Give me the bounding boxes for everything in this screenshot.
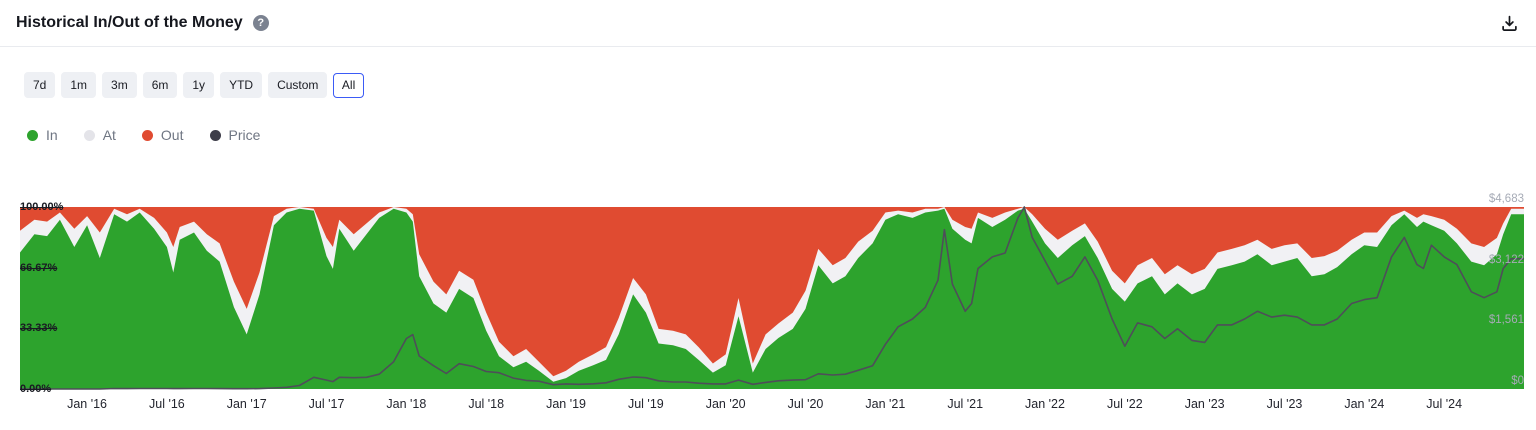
- x-axis-label: Jan '20: [705, 397, 746, 411]
- x-axis-label: Jul '23: [1266, 397, 1303, 411]
- help-icon[interactable]: ?: [252, 15, 269, 31]
- legend-dot-at: [83, 129, 95, 141]
- legend-dot-price: [209, 129, 221, 141]
- range-button-6m[interactable]: 6m: [142, 72, 178, 98]
- y-axis-right-label: $1,561: [1488, 314, 1524, 327]
- chart-plot-area[interactable]: [0, 195, 1536, 430]
- in-area: [20, 208, 1524, 389]
- y-axis-left-label: 33.33%: [20, 322, 58, 335]
- range-button-7d[interactable]: 7d: [24, 72, 56, 98]
- y-axis-left-label: 0.00%: [20, 383, 52, 395]
- legend-label: At: [102, 127, 116, 143]
- x-axis-label: Jul '20: [787, 397, 824, 411]
- x-axis-label: Jul '19: [627, 397, 664, 411]
- range-button-all[interactable]: All: [333, 72, 364, 98]
- x-axis-label: Jan '17: [226, 397, 267, 411]
- x-axis-label: Jul '21: [947, 397, 984, 411]
- legend-item-price[interactable]: Price: [209, 127, 261, 143]
- legend-dot-out: [141, 129, 153, 141]
- x-axis-label: Jan '16: [67, 397, 107, 411]
- legend-dot-in: [27, 129, 38, 141]
- y-axis-right-label: $4,683: [1488, 193, 1524, 205]
- legend-item-out[interactable]: Out: [141, 127, 184, 143]
- x-axis-label: Jan '23: [1184, 397, 1225, 411]
- download-button[interactable]: [1499, 13, 1520, 34]
- x-axis-label: Jan '18: [386, 397, 427, 411]
- legend-label: Out: [160, 127, 184, 143]
- x-axis-label: Jul '16: [149, 397, 185, 411]
- y-axis-left-label: 66.67%: [20, 261, 58, 274]
- range-button-1y[interactable]: 1y: [183, 72, 215, 98]
- inout-money-chart[interactable]: 100.00% 66.67% 33.33% 0.00% $4,683 $3,122 $1,5…: [0, 193, 1536, 430]
- x-axis-label: Jan '21: [865, 397, 906, 411]
- y-axis-right-label: $0: [1511, 375, 1524, 387]
- legend-label: Price: [228, 127, 261, 143]
- range-button-custom[interactable]: Custom: [268, 72, 328, 98]
- x-axis-label: Jul '18: [468, 397, 505, 411]
- page-title: Historical In/Out of the Money: [16, 14, 243, 31]
- time-range-selector: 7d 1m 3m 6m 1y YTD Custom All: [24, 72, 364, 98]
- widget-header: Historical In/Out of the Money ?: [0, 0, 1536, 47]
- x-axis-label: Jul '22: [1106, 397, 1143, 411]
- download-icon: [1501, 15, 1518, 32]
- y-axis-left-label: 100.00%: [20, 201, 64, 213]
- chart-legend: In At Out Price: [27, 127, 260, 143]
- price-line: [19, 206, 1524, 390]
- x-axis-label: Jul '24: [1426, 397, 1463, 411]
- range-button-ytd[interactable]: YTD: [220, 72, 263, 98]
- x-axis-label: Jan '24: [1344, 397, 1385, 411]
- x-axis-label: Jan '19: [546, 397, 586, 411]
- y-axis-right-label: $3,122: [1488, 253, 1524, 266]
- x-axis-label: Jan '22: [1025, 397, 1065, 411]
- range-button-3m[interactable]: 3m: [102, 72, 137, 98]
- legend-item-in[interactable]: In: [27, 127, 58, 143]
- x-axis-label: Jul '17: [308, 397, 345, 411]
- legend-label: In: [46, 127, 58, 143]
- range-button-1m[interactable]: 1m: [61, 72, 97, 98]
- legend-item-at[interactable]: At: [83, 127, 116, 143]
